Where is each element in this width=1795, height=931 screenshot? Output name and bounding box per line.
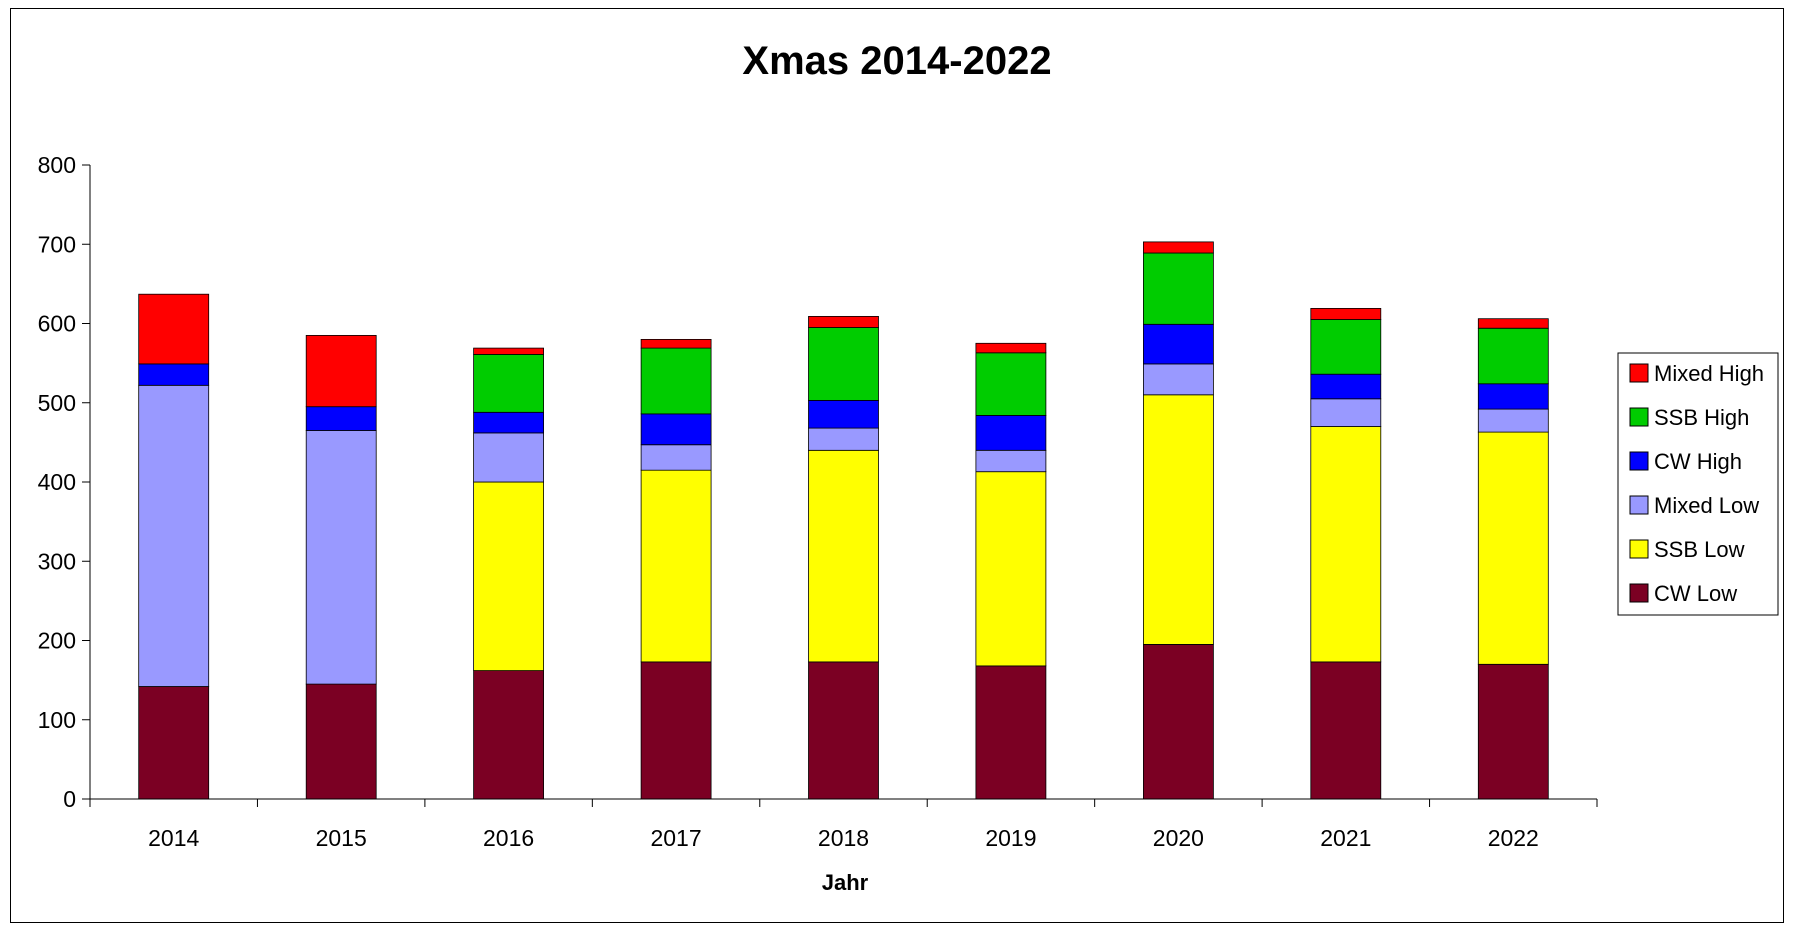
legend-swatch-cw-low: [1629, 583, 1649, 603]
bar-segment-ssb-high-2019: [975, 352, 1047, 416]
bar-segment-mixed-high-2020: [1143, 241, 1214, 254]
bar-segment-mixed-low-2018: [808, 427, 879, 451]
x-tick-label: 2020: [1153, 825, 1204, 851]
x-tick-label: 2014: [148, 825, 199, 851]
x-axis-title: Jahr: [822, 870, 869, 895]
bar-segment-mixed-high-2016: [473, 347, 545, 355]
legend-label-ssb-low: SSB Low: [1654, 537, 1745, 562]
x-tick-label: 2021: [1320, 825, 1371, 851]
y-tick-label: 400: [38, 469, 76, 495]
bar-segment-cw-high-2014: [138, 363, 210, 386]
bar-segment-mixed-high-2021: [1310, 307, 1382, 320]
legend: Mixed High SSB High CW High Mixed Low SSB Lo…: [1617, 352, 1779, 616]
bar-segment-ssb-low-2018: [808, 449, 879, 663]
bar-segment-cw-low-2021: [1310, 661, 1382, 800]
bar-segment-ssb-low-2019: [975, 471, 1047, 667]
bar-segment-ssb-low-2016: [473, 481, 545, 672]
bar-segment-mixed-low-2020: [1143, 363, 1214, 396]
bar-segment-mixed-high-2017: [640, 338, 712, 349]
bar-segment-ssb-low-2021: [1310, 426, 1382, 663]
bar-segment-mixed-low-2016: [473, 432, 545, 483]
legend-label-mixed-high: Mixed High: [1654, 361, 1764, 386]
bar-segment-cw-low-2017: [640, 661, 712, 800]
bar-segment-mixed-low-2021: [1310, 398, 1382, 427]
legend-swatch-mixed-high: [1629, 363, 1649, 383]
bar-segment-mixed-high-2022: [1477, 318, 1549, 329]
legend-swatch-cw-high: [1629, 451, 1649, 471]
y-tick-label: 600: [38, 311, 76, 337]
bar-segment-mixed-low-2019: [975, 449, 1047, 473]
bar-segment-ssb-low-2017: [640, 469, 712, 663]
chart-title: Xmas 2014-2022: [742, 39, 1051, 83]
bar-segment-cw-low-2020: [1143, 644, 1214, 800]
legend-swatch-ssb-high: [1629, 407, 1649, 427]
bar-segment-ssb-low-2020: [1143, 394, 1214, 645]
bar-segment-cw-high-2015: [305, 406, 377, 431]
bar-segment-cw-high-2021: [1310, 373, 1382, 400]
bar-segment-ssb-high-2020: [1143, 252, 1214, 325]
y-tick-label: 700: [38, 231, 76, 257]
y-tick-label: 100: [38, 707, 76, 733]
bar-segment-mixed-low-2017: [640, 444, 712, 471]
legend-swatch-ssb-low: [1629, 539, 1649, 559]
bar-segment-mixed-low-2022: [1477, 408, 1549, 433]
bar-segment-ssb-high-2016: [473, 353, 545, 413]
bar-segment-mixed-high-2019: [975, 342, 1047, 354]
x-tick-label: 2015: [316, 825, 367, 851]
bar-segment-cw-low-2016: [473, 670, 545, 800]
bar-segment-cw-high-2022: [1477, 383, 1549, 410]
y-tick-label: 200: [38, 628, 76, 654]
y-tick-label: 0: [63, 786, 76, 812]
bar-segment-ssb-high-2018: [808, 327, 879, 401]
bar-segment-mixed-high-2014: [138, 293, 210, 365]
y-tick-label: 300: [38, 548, 76, 574]
bar-segment-cw-low-2019: [975, 665, 1047, 800]
legend-label-cw-low: CW Low: [1654, 581, 1737, 606]
legend-box: [1617, 352, 1779, 616]
bar-segment-cw-high-2017: [640, 413, 712, 446]
bar-segment-mixed-high-2015: [305, 334, 377, 408]
x-tick-label: 2022: [1488, 825, 1539, 851]
bar-segment-mixed-high-2018: [808, 315, 879, 328]
bar-segment-mixed-low-2014: [138, 384, 210, 687]
legend-label-ssb-high: SSB High: [1654, 405, 1749, 430]
bar-segment-cw-low-2018: [808, 661, 879, 800]
bar-segment-ssb-high-2017: [640, 347, 712, 415]
bar-segment-cw-high-2020: [1143, 323, 1214, 365]
legend-label-cw-high: CW High: [1654, 449, 1742, 474]
x-tick-label: 2019: [985, 825, 1036, 851]
bar-segment-mixed-low-2015: [305, 430, 377, 685]
bar-segment-ssb-high-2022: [1477, 327, 1549, 385]
x-tick-label: 2017: [650, 825, 701, 851]
y-tick-label: 800: [38, 152, 76, 178]
bar-segment-cw-low-2022: [1477, 663, 1549, 800]
bar-segment-cw-high-2018: [808, 399, 879, 429]
axes-group: 0 100 200 300 400 500 600 700 800 2014 2015 2016 201…: [38, 152, 1598, 851]
bar-segment-cw-high-2016: [473, 411, 545, 434]
y-tick-label: 500: [38, 390, 76, 416]
bar-segment-cw-low-2014: [138, 686, 210, 800]
legend-label-mixed-low: Mixed Low: [1654, 493, 1759, 518]
bar-segment-cw-high-2019: [975, 414, 1047, 451]
x-tick-label: 2016: [483, 825, 534, 851]
bar-segment-ssb-low-2022: [1477, 431, 1549, 665]
bar-segment-cw-low-2015: [305, 683, 377, 800]
bar-segment-ssb-high-2021: [1310, 319, 1382, 375]
x-tick-label: 2018: [818, 825, 869, 851]
legend-swatch-mixed-low: [1629, 495, 1649, 515]
bars-group: [138, 241, 1549, 800]
